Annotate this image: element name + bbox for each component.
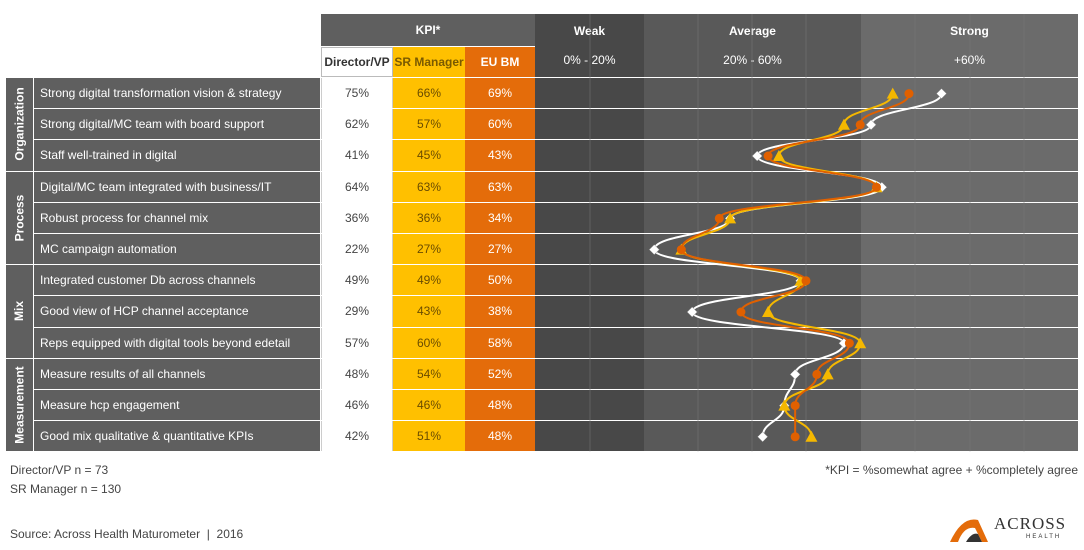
- col-header-eu-bm: EU BM: [465, 47, 535, 77]
- point-sr-manager: [837, 118, 850, 130]
- zone-weak-title: Weak: [573, 24, 606, 38]
- col-header-director: Director/VP: [321, 47, 393, 77]
- category-process: Process: [6, 171, 33, 265]
- point-director-vp: [789, 369, 801, 380]
- sr-manager-value: 66%: [393, 78, 465, 109]
- row-label: Robust process for channel mix: [34, 202, 320, 233]
- point-sr-manager: [805, 430, 818, 442]
- point-eu-bm: [801, 276, 811, 286]
- eu-bm-value: 58%: [465, 327, 535, 358]
- row-label: Reps equipped with digital tools beyond …: [34, 327, 320, 358]
- point-eu-bm: [812, 369, 822, 379]
- row-label: Measure results of all channels: [34, 358, 320, 389]
- row-label: Integrated customer Db across channels: [34, 265, 320, 296]
- sr-manager-value: 60%: [393, 327, 465, 358]
- point-director-vp: [757, 431, 768, 443]
- series-line-eu-bm: [680, 93, 910, 437]
- row-label: Measure hcp engagement: [34, 390, 320, 421]
- sr-manager-value: 46%: [393, 390, 465, 421]
- director-value: 41%: [321, 140, 393, 171]
- point-eu-bm: [844, 338, 854, 348]
- point-sr-manager: [854, 337, 867, 349]
- point-sr-manager: [778, 399, 791, 411]
- sr-manager-value: 27%: [393, 234, 465, 265]
- row-label: Strong digital/MC team with board suppor…: [34, 109, 320, 140]
- point-sr-manager: [772, 150, 785, 161]
- sr-manager-value: 43%: [393, 296, 465, 327]
- eu-bm-value: 48%: [465, 390, 535, 421]
- eu-bm-value: 48%: [465, 421, 535, 452]
- director-value: 49%: [321, 265, 393, 296]
- point-director-vp: [648, 244, 660, 255]
- sr-manager-value: 49%: [393, 265, 465, 296]
- eu-bm-value: 34%: [465, 202, 535, 233]
- point-eu-bm: [855, 120, 865, 130]
- category-mix: Mix: [6, 265, 33, 358]
- row-label: Strong digital transformation vision & s…: [34, 78, 320, 109]
- category-organization: Organization: [6, 78, 33, 171]
- point-director-vp: [865, 119, 877, 131]
- sr-manager-value: 57%: [393, 109, 465, 140]
- source-note: Source: Across Health Maturometer | 2016: [10, 527, 244, 541]
- point-eu-bm: [904, 89, 914, 99]
- row-label: Good view of HCP channel acceptance: [34, 296, 320, 327]
- director-value: 22%: [321, 234, 393, 265]
- logo-mark-icon: [950, 519, 988, 542]
- row-label: Digital/MC team integrated with business…: [34, 171, 320, 202]
- kpi-definition-note: *KPI = %somewhat agree + %completely agr…: [825, 463, 1078, 477]
- point-eu-bm: [736, 307, 746, 317]
- col-header-sr-manager: SR Manager: [393, 47, 465, 77]
- eu-bm-value: 60%: [465, 109, 535, 140]
- director-value: 64%: [321, 171, 393, 202]
- point-director-vp: [686, 306, 698, 318]
- point-sr-manager: [762, 306, 775, 317]
- sr-manager-n-note: SR Manager n = 130: [10, 482, 122, 496]
- series-line-director-vp: [653, 93, 943, 437]
- director-value: 62%: [321, 109, 393, 140]
- director-value: 48%: [321, 358, 393, 389]
- logo-sub: HEALTH: [1026, 534, 1062, 540]
- eu-bm-value: 69%: [465, 78, 535, 109]
- logo-name: ACROSS: [994, 514, 1067, 533]
- point-eu-bm: [790, 401, 800, 411]
- sr-manager-value: 45%: [393, 140, 465, 171]
- director-value: 29%: [321, 296, 393, 327]
- director-value: 46%: [321, 390, 393, 421]
- point-sr-manager: [886, 87, 899, 99]
- point-eu-bm: [714, 213, 724, 223]
- point-sr-manager: [821, 368, 834, 380]
- row-label: Good mix qualitative & quantitative KPIs: [34, 421, 320, 452]
- director-value: 75%: [321, 78, 393, 109]
- sr-manager-value: 63%: [393, 171, 465, 202]
- kpi-header: KPI*: [321, 14, 535, 46]
- point-eu-bm: [763, 151, 773, 161]
- eu-bm-value: 63%: [465, 171, 535, 202]
- category-measurement: Measurement: [6, 358, 33, 452]
- sr-manager-value: 36%: [393, 202, 465, 233]
- row-label: Staff well-trained in digital: [34, 140, 320, 171]
- point-director-vp: [751, 150, 763, 162]
- director-n-note: Director/VP n = 73: [10, 463, 109, 477]
- eu-bm-value: 38%: [465, 296, 535, 327]
- eu-bm-value: 50%: [465, 265, 535, 296]
- eu-bm-value: 43%: [465, 140, 535, 171]
- point-eu-bm: [871, 182, 881, 192]
- point-eu-bm: [790, 432, 800, 442]
- eu-bm-value: 52%: [465, 358, 535, 389]
- sr-manager-value: 51%: [393, 421, 465, 452]
- director-value: 57%: [321, 327, 393, 358]
- point-director-vp: [936, 88, 947, 99]
- point-eu-bm: [676, 245, 686, 255]
- point-sr-manager: [724, 212, 737, 224]
- across-health-logo: ACROSS HEALTH: [948, 510, 1078, 546]
- director-value: 42%: [321, 421, 393, 452]
- row-label: MC campaign automation: [34, 234, 320, 265]
- zone-strong-title: Strong: [950, 24, 989, 38]
- director-value: 36%: [321, 202, 393, 233]
- sr-manager-value: 54%: [393, 358, 465, 389]
- eu-bm-value: 27%: [465, 234, 535, 265]
